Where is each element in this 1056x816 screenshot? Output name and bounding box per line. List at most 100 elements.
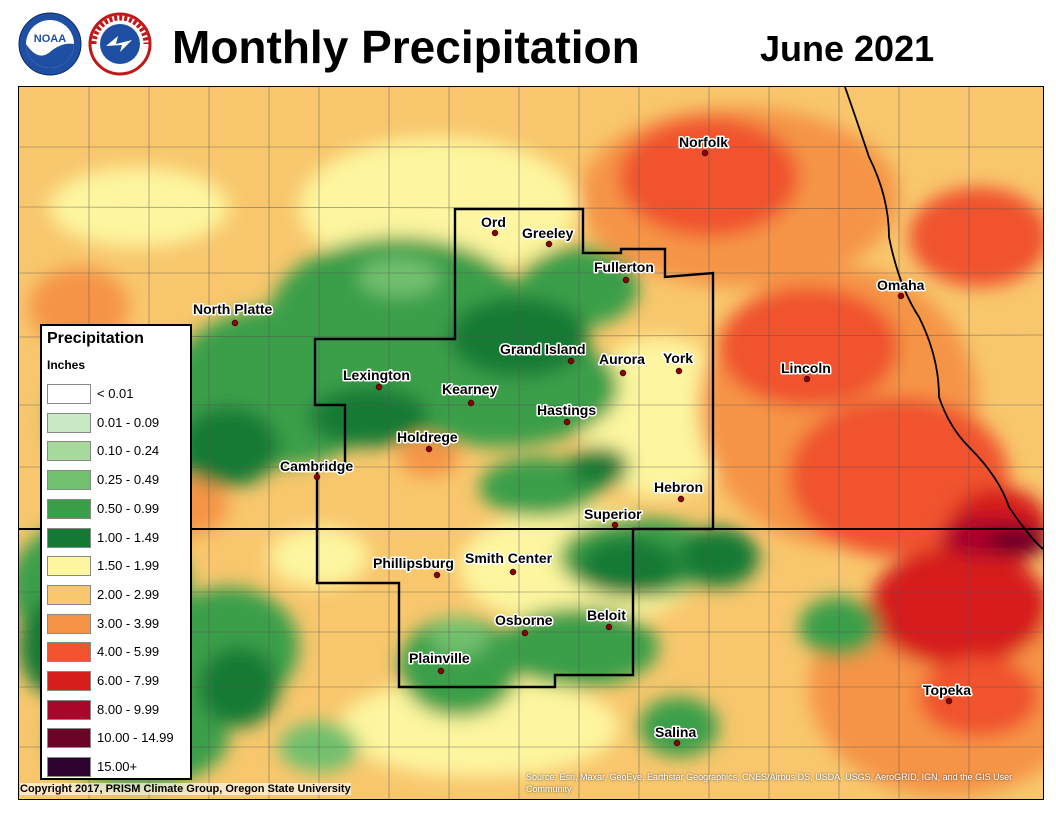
legend-swatch [47, 527, 91, 548]
city-dot-hastings [563, 418, 571, 426]
city-label-york: York [663, 350, 693, 366]
city-dot-norfolk [701, 149, 709, 157]
legend-label: 0.10 - 0.24 [97, 443, 160, 459]
city-label-smith-center: Smith Center [465, 550, 553, 566]
city-label-lincoln: Lincoln [781, 360, 831, 376]
city-dot-smith-center [509, 568, 517, 576]
city-label-cambridge: Cambridge [280, 458, 353, 474]
city-label-omaha: Omaha [877, 277, 925, 293]
legend-swatch [47, 498, 91, 519]
legend-label: 6.00 - 7.99 [97, 673, 160, 688]
map-legend: Precipitation Inches < 0.01 0.01 - 0.09 0.… [40, 324, 192, 780]
city-label-grand-island: Grand Island [500, 341, 586, 357]
city-labels: Norfolk Ord Greeley Fullerton Omaha Nort… [192, 133, 973, 742]
city-label-holdrege: Holdrege [397, 429, 458, 445]
city-dot-salina [673, 739, 681, 747]
city-label-greeley: Greeley [522, 225, 574, 241]
city-dot-lexington [375, 383, 383, 391]
city-label-ord: Ord [481, 214, 506, 230]
legend-swatch [47, 584, 91, 605]
copyright-text: Copyright 2017, PRISM Climate Group, Ore… [20, 783, 351, 795]
legend-swatch [47, 699, 91, 720]
city-label-plainville: Plainville [409, 650, 470, 666]
city-dot-kearney [467, 399, 475, 407]
legend-item: 2.00 - 2.99 [47, 584, 187, 605]
legend-label: < 0.01 [97, 386, 134, 401]
city-label-osborne: Osborne [495, 612, 553, 628]
legend-label: 0.50 - 0.99 [97, 500, 160, 516]
city-dot-aurora [619, 369, 627, 377]
legend-swatch [47, 671, 91, 691]
city-dot-north-platte [231, 319, 239, 327]
legend-item: 4.00 - 5.99 [47, 642, 187, 663]
legend-label: 8.00 - 9.99 [97, 701, 160, 717]
legend-item: 0.10 - 0.24 [47, 441, 187, 462]
city-label-fullerton: Fullerton [594, 259, 654, 275]
legend-swatch [47, 642, 91, 663]
legend-item: 8.00 - 9.99 [47, 699, 187, 720]
legend-label: 3.00 - 3.99 [97, 615, 160, 631]
city-dot-omaha [897, 292, 905, 300]
noaa-logo: NOAA [18, 12, 82, 76]
legend-swatch [47, 412, 91, 433]
city-dot-phillipsburg [433, 571, 441, 579]
legend-swatch [47, 556, 91, 577]
legend-label: 2.00 - 2.99 [97, 586, 160, 602]
noaa-logo-text: NOAA [34, 33, 66, 45]
legend-label: 10.00 - 14.99 [97, 730, 174, 746]
legend-swatch [47, 470, 91, 491]
city-dot-york [675, 367, 683, 375]
legend-item: 6.00 - 7.99 [47, 671, 187, 691]
legend-item: 3.00 - 3.99 [47, 613, 187, 634]
city-label-hebron: Hebron [654, 479, 703, 495]
legend-swatch [47, 441, 91, 462]
river-border [844, 87, 1043, 550]
city-label-phillipsburg: Phillipsburg [373, 555, 454, 571]
nws-logo [88, 12, 152, 78]
page-title: Monthly Precipitation [172, 21, 640, 73]
city-dot-lincoln [803, 375, 811, 383]
city-dot-holdrege [425, 445, 433, 453]
legend-item: 0.50 - 0.99 [47, 498, 187, 519]
map-date: June 2021 [760, 28, 935, 69]
legend-item: 0.01 - 0.09 [47, 412, 187, 433]
city-dot-ord [491, 229, 499, 237]
legend-item: 10.00 - 14.99 [47, 728, 187, 749]
city-label-superior: Superior [584, 506, 642, 522]
legend-title: Precipitation [47, 330, 144, 347]
legend-label: 4.00 - 5.99 [97, 644, 160, 660]
city-label-hastings: Hastings [537, 402, 596, 418]
city-label-norfolk: Norfolk [679, 134, 728, 150]
city-label-kearney: Kearney [442, 381, 497, 397]
legend-item: 15.00+ [47, 757, 187, 778]
city-dot-cambridge [313, 473, 321, 481]
source-attribution: Source: Esri, Maxar, GeoEye, Earthstar G… [526, 772, 1013, 794]
legend-label: 1.00 - 1.49 [97, 529, 160, 545]
legend-item: 0.25 - 0.49 [47, 470, 187, 491]
city-label-north-platte: North Platte [193, 301, 273, 317]
city-label-topeka: Topeka [923, 682, 971, 698]
legend-swatch [47, 757, 91, 778]
legend-swatch [47, 384, 91, 404]
legend-label: 1.50 - 1.99 [97, 558, 160, 574]
city-label-aurora: Aurora [599, 351, 645, 367]
city-label-beloit: Beloit [587, 607, 626, 623]
city-dot-fullerton [622, 276, 630, 284]
city-dot-superior [611, 521, 619, 529]
legend-item: 1.00 - 1.49 [47, 527, 187, 548]
city-dot-hebron [677, 495, 685, 503]
legend-swatch [47, 728, 91, 749]
city-label-lexington: Lexington [343, 367, 410, 383]
city-dot-topeka [945, 697, 953, 705]
city-dot-greeley [545, 240, 553, 248]
legend-label: 15.00+ [97, 759, 138, 775]
legend-swatch [47, 613, 91, 634]
city-dot-beloit [605, 623, 613, 631]
legend-item: 1.50 - 1.99 [47, 556, 187, 577]
city-dot-plainville [437, 667, 445, 675]
city-dot-grand-island [567, 357, 575, 365]
city-label-salina: Salina [655, 724, 696, 740]
legend-label: 0.01 - 0.09 [97, 414, 160, 430]
legend-label: 0.25 - 0.49 [97, 472, 160, 488]
legend-item: < 0.01 [47, 384, 187, 404]
